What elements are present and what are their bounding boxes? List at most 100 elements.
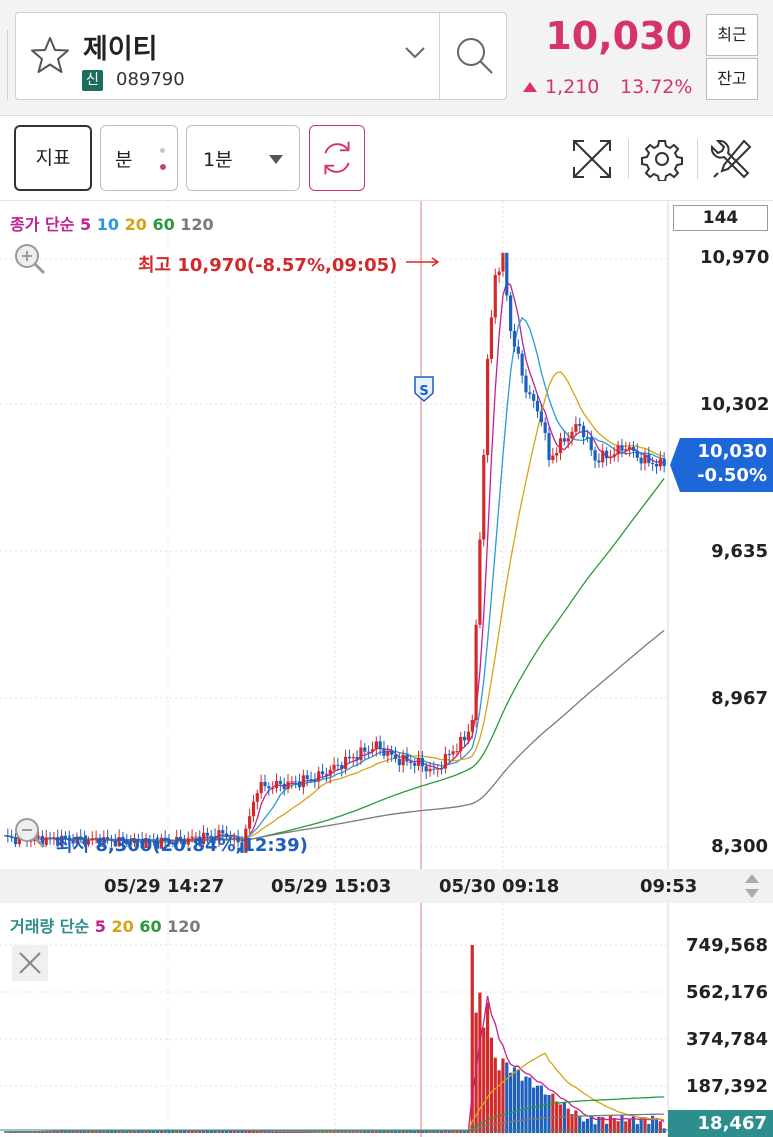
volume-legend-20: 20 <box>111 917 134 936</box>
favorite-star-icon[interactable] <box>30 35 70 75</box>
ma-legend-10: 10 <box>96 215 120 234</box>
volume-bar <box>620 1115 624 1133</box>
volume-bar <box>228 1131 233 1133</box>
zoom-in-icon[interactable] <box>12 241 48 277</box>
candle-body <box>413 763 417 766</box>
candle-body <box>439 768 444 770</box>
indicator-button[interactable]: 지표 <box>14 125 92 191</box>
change-amount: 1,210 <box>545 76 600 98</box>
candle-body <box>267 786 271 789</box>
candle-body <box>201 832 206 844</box>
volume-bar <box>604 1123 609 1133</box>
candle-body <box>106 837 110 840</box>
expand-icon[interactable] <box>570 137 614 181</box>
volume-bar <box>290 1131 294 1133</box>
candle-body <box>443 753 447 769</box>
volume-bar <box>647 1123 651 1133</box>
recent-button[interactable]: 최근 <box>706 14 758 56</box>
candle-body <box>132 838 137 843</box>
volume-legend-prefix: 거래량 단순 <box>10 917 90 936</box>
volume-bar <box>651 1115 655 1133</box>
resize-updown-icon[interactable] <box>742 872 762 900</box>
candle-body <box>612 454 616 457</box>
current-price-change: -0.50% <box>697 465 767 486</box>
low-price-annotation: 최저 8,300(20.84%,12:39) <box>56 835 308 856</box>
balance-button[interactable]: 잔고 <box>706 58 758 100</box>
candle-body <box>198 836 202 844</box>
candle-body <box>578 424 582 426</box>
candle-body <box>374 741 378 750</box>
candle-body <box>589 437 593 451</box>
tools-icon[interactable] <box>710 137 754 181</box>
candle-body <box>558 438 563 454</box>
volume-bar <box>501 1058 505 1133</box>
volume-bar <box>182 1130 186 1133</box>
volume-bar <box>159 1130 163 1133</box>
search-icon[interactable] <box>454 35 496 77</box>
chevron-down-icon[interactable] <box>404 45 426 61</box>
volume-bar <box>570 1114 574 1133</box>
candle-body <box>94 837 98 839</box>
current-price-marker: 10,030 -0.50% <box>670 438 773 492</box>
volume-legend[interactable]: 거래량 단순 5 20 60 120 <box>10 913 201 937</box>
price-axis-label: 9,635 <box>711 541 768 562</box>
interval-select[interactable]: 1분 <box>186 125 300 191</box>
price-chart[interactable]: S 종가 단순 5 10 20 60 120 144 10,970 10,302… <box>0 201 773 869</box>
candle-body <box>13 837 18 845</box>
volume-axis-label: 749,568 <box>686 935 768 956</box>
volume-bar <box>175 1130 179 1133</box>
candle-body <box>355 757 359 761</box>
candle-body <box>148 839 152 841</box>
volume-bar <box>547 1094 551 1133</box>
candle-body <box>309 779 313 781</box>
candle-body <box>121 836 125 840</box>
period-type-button[interactable]: 분 <box>100 125 178 191</box>
candle-body <box>271 788 275 790</box>
volume-bar <box>205 1130 210 1133</box>
volume-bar <box>635 1124 639 1133</box>
candle-body <box>336 764 340 766</box>
candle-body <box>52 837 56 839</box>
visible-candle-count[interactable]: 144 <box>673 205 768 231</box>
candle-body <box>225 833 229 838</box>
gear-icon[interactable] <box>640 137 684 181</box>
time-axis[interactable]: 05/29 14:27 05/29 15:03 05/30 09:18 09:5… <box>0 869 773 903</box>
candle-body <box>489 317 494 359</box>
stock-search-box[interactable]: 제이티 신 089790 <box>15 12 507 100</box>
close-icon[interactable] <box>12 945 48 981</box>
candle-body <box>71 840 75 844</box>
refresh-button[interactable] <box>309 125 365 191</box>
volume-legend-5: 5 <box>94 917 106 936</box>
option-dot-active <box>160 164 166 170</box>
volume-bar <box>462 1130 467 1133</box>
candle-body <box>98 837 102 847</box>
candle-body <box>332 764 336 770</box>
candle-body <box>416 757 421 766</box>
volume-bar <box>497 1070 501 1133</box>
ma-legend-prefix: 종가 단순 <box>10 215 75 234</box>
candle-body <box>221 830 225 834</box>
side-panel-handle[interactable] <box>0 30 8 100</box>
volume-bar <box>259 1131 263 1133</box>
candle-body <box>509 295 513 331</box>
candle-body <box>294 781 298 783</box>
volume-bar <box>155 1130 160 1133</box>
candle-body <box>140 839 144 848</box>
ma-legend-20: 20 <box>124 215 147 234</box>
ma-legend[interactable]: 종가 단순 5 10 20 60 120 <box>10 211 214 235</box>
candle-body <box>274 780 279 789</box>
zoom-out-icon[interactable] <box>12 815 48 851</box>
volume-chart[interactable]: 거래량 단순 5 20 60 120 749,568 562,176 374,7… <box>0 903 773 1137</box>
candle-body <box>79 836 83 838</box>
candle-body <box>190 836 194 839</box>
volume-bar <box>470 945 474 1133</box>
time-axis-label: 05/30 09:18 <box>439 876 560 897</box>
volume-bar <box>447 1130 451 1133</box>
candle-body <box>305 775 309 780</box>
candle-body <box>313 779 317 782</box>
candle-body <box>658 458 662 467</box>
ma-legend-5: 5 <box>80 215 92 234</box>
volume-bar <box>643 1117 647 1133</box>
candle-body <box>574 424 578 432</box>
candle-body <box>6 835 10 837</box>
